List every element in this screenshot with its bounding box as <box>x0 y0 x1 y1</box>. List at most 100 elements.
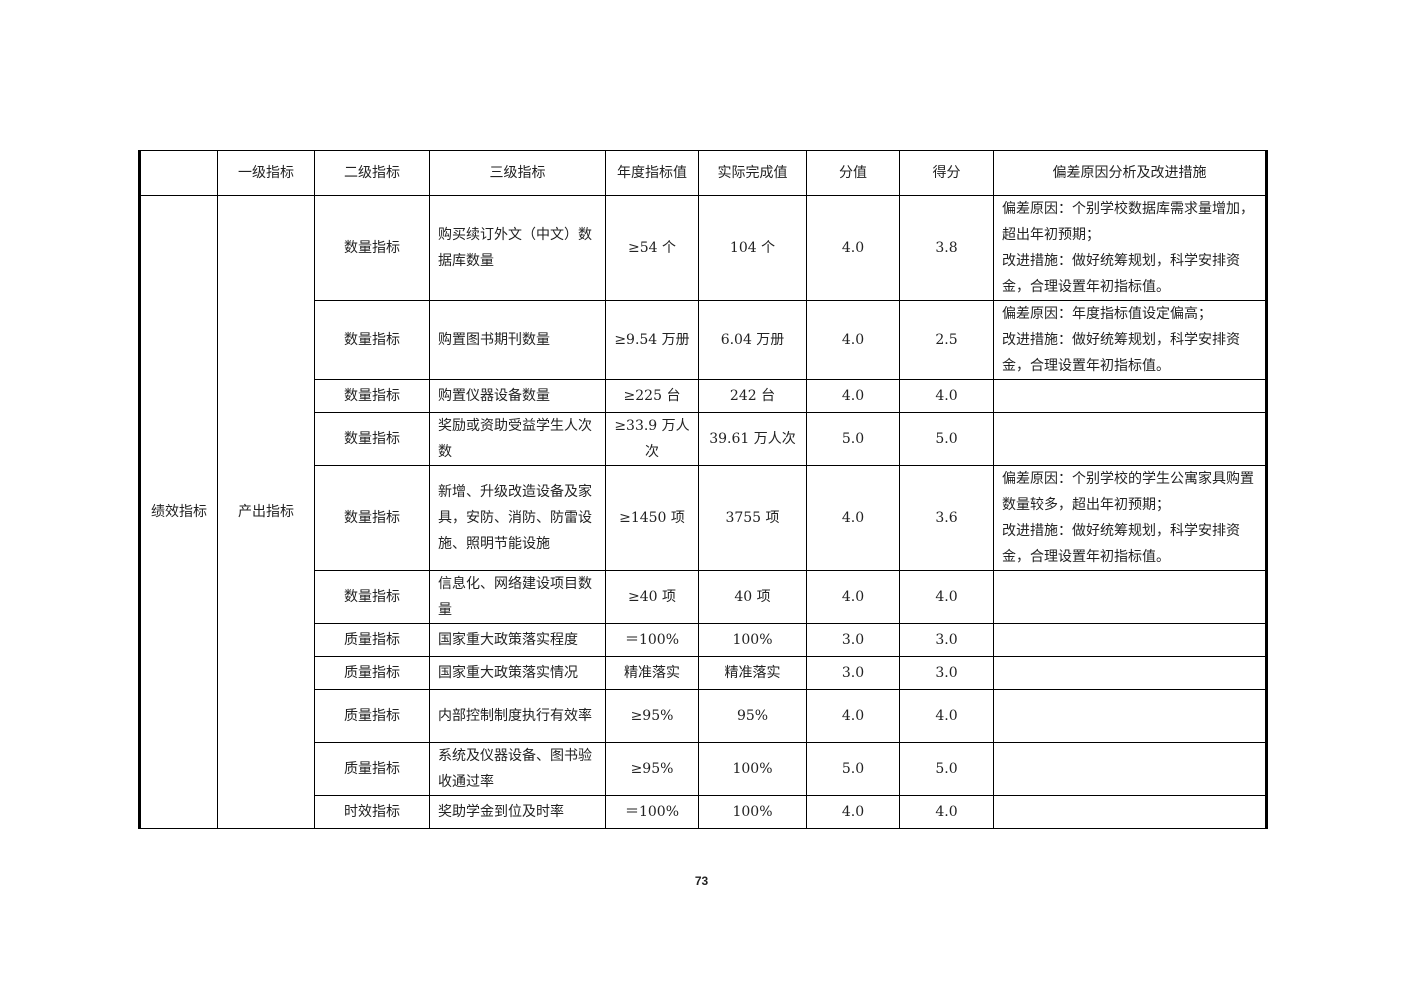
level2-cell: 数量指标 <box>314 195 430 301</box>
actual-cell: 100% <box>698 795 807 829</box>
target-cell: 精准落实 <box>605 656 699 690</box>
analysis-cell: 偏差原因：个别学校数据库需求量增加，超出年初预期； 改进措施：做好统筹规划，科学… <box>993 195 1268 301</box>
score-cell: 2.5 <box>899 300 994 380</box>
target-cell: ≥9.54 万册 <box>605 300 699 380</box>
target-cell: ≥54 个 <box>605 195 699 301</box>
analysis-cell <box>993 412 1268 466</box>
level3-cell: 内部控制制度执行有效率 <box>429 689 606 743</box>
score-cell: 4.0 <box>899 570 994 624</box>
level3-cell: 国家重大政策落实程度 <box>429 623 606 657</box>
level2-cell: 数量指标 <box>314 379 430 413</box>
table-row: 绩效指标 产出指标 数量指标 购买续订外文（中文）数据库数量 ≥54 个 104 个 4.0… <box>138 195 1268 829</box>
level2-cell: 质量指标 <box>314 689 430 743</box>
table-row: 数量指标 新增、升级改造设备及家具，安防、消防、防雷设施、照明节能设施 ≥1450 … <box>140 465 1268 571</box>
analysis-cell: 偏差原因：个别学校的学生公寓家具购置数量较多，超出年初预期； 改进措施：做好统筹… <box>993 465 1268 571</box>
target-cell: ≥1450 项 <box>605 465 699 571</box>
target-cell: ＝100% <box>605 795 699 829</box>
weight-cell: 5.0 <box>806 412 900 466</box>
target-cell: ≥225 台 <box>605 379 699 413</box>
header-row: 一级指标 二级指标 三级指标 年度指标值 实际完成值 分值 得分 偏差原因分析及… <box>138 150 1268 196</box>
level1-cell: 产出指标 <box>217 195 315 829</box>
actual-cell: 精准落实 <box>698 656 807 690</box>
target-cell: ＝100% <box>605 623 699 657</box>
weight-cell: 4.0 <box>806 465 900 571</box>
performance-table: 一级指标 二级指标 三级指标 年度指标值 实际完成值 分值 得分 偏差原因分析及… <box>138 150 1268 829</box>
table-row: 数量指标 奖励或资助受益学生人次数 ≥33.9 万人次 39.61 万人次 5.0 5.0 <box>140 412 1268 466</box>
score-cell: 4.0 <box>899 689 994 743</box>
score-cell: 5.0 <box>899 742 994 796</box>
analysis-cell: 偏差原因：年度指标值设定偏高； 改进措施：做好统筹规划，科学安排资金，合理设置年… <box>993 300 1268 380</box>
level3-cell: 购置仪器设备数量 <box>429 379 606 413</box>
level2-cell: 数量指标 <box>314 570 430 624</box>
analysis-cell <box>993 689 1268 743</box>
actual-cell: 104 个 <box>698 195 807 301</box>
level2-cell: 时效指标 <box>314 795 430 829</box>
level2-cell: 质量指标 <box>314 623 430 657</box>
actual-cell: 100% <box>698 623 807 657</box>
analysis-cell <box>993 623 1268 657</box>
table-row: 数量指标 购置仪器设备数量 ≥225 台 242 台 4.0 4.0 <box>140 379 1268 413</box>
table-row: 数量指标 信息化、网络建设项目数量 ≥40 项 40 项 4.0 4.0 <box>140 570 1268 624</box>
header-score: 得分 <box>899 150 994 196</box>
level3-cell: 信息化、网络建设项目数量 <box>429 570 606 624</box>
score-cell: 5.0 <box>899 412 994 466</box>
analysis-cell <box>993 570 1268 624</box>
level2-cell: 数量指标 <box>314 465 430 571</box>
score-cell: 3.8 <box>899 195 994 301</box>
header-actual: 实际完成值 <box>698 150 807 196</box>
actual-cell: 242 台 <box>698 379 807 413</box>
weight-cell: 3.0 <box>806 656 900 690</box>
level2-cell: 质量指标 <box>314 656 430 690</box>
weight-cell: 4.0 <box>806 795 900 829</box>
level3-cell: 新增、升级改造设备及家具，安防、消防、防雷设施、照明节能设施 <box>429 465 606 571</box>
level3-cell: 购置图书期刊数量 <box>429 300 606 380</box>
analysis-cell <box>993 656 1268 690</box>
header-level3: 三级指标 <box>429 150 606 196</box>
header-level2: 二级指标 <box>314 150 430 196</box>
weight-cell: 4.0 <box>806 379 900 413</box>
header-cell <box>138 150 218 196</box>
weight-cell: 3.0 <box>806 623 900 657</box>
level3-cell: 奖励或资助受益学生人次数 <box>429 412 606 466</box>
analysis-cell <box>993 379 1268 413</box>
target-cell: ≥95% <box>605 742 699 796</box>
analysis-cell <box>993 795 1268 829</box>
level2-cell: 数量指标 <box>314 412 430 466</box>
level2-cell: 质量指标 <box>314 742 430 796</box>
header-analysis: 偏差原因分析及改进措施 <box>993 150 1268 196</box>
table-row: 质量指标 内部控制制度执行有效率 ≥95% 95% 4.0 4.0 <box>140 689 1268 743</box>
actual-cell: 6.04 万册 <box>698 300 807 380</box>
actual-cell: 95% <box>698 689 807 743</box>
header-target: 年度指标值 <box>605 150 699 196</box>
weight-cell: 5.0 <box>806 742 900 796</box>
target-cell: ≥40 项 <box>605 570 699 624</box>
score-cell: 4.0 <box>899 795 994 829</box>
level0-cell: 绩效指标 <box>138 195 218 829</box>
score-cell: 3.0 <box>899 656 994 690</box>
weight-cell: 4.0 <box>806 570 900 624</box>
weight-cell: 4.0 <box>806 300 900 380</box>
target-cell: ≥33.9 万人次 <box>605 412 699 466</box>
weight-cell: 4.0 <box>806 689 900 743</box>
score-cell: 4.0 <box>899 379 994 413</box>
actual-cell: 3755 项 <box>698 465 807 571</box>
actual-cell: 100% <box>698 742 807 796</box>
score-cell: 3.0 <box>899 623 994 657</box>
table-row: 质量指标 国家重大政策落实程度 ＝100% 100% 3.0 3.0 <box>140 623 1268 657</box>
table-row: 数量指标 购置图书期刊数量 ≥9.54 万册 6.04 万册 4.0 2.5 偏差原因：年度… <box>140 300 1268 380</box>
analysis-cell <box>993 742 1268 796</box>
level3-cell: 系统及仪器设备、图书验收通过率 <box>429 742 606 796</box>
page-number: 73 <box>694 874 709 888</box>
actual-cell: 40 项 <box>698 570 807 624</box>
target-cell: ≥95% <box>605 689 699 743</box>
score-cell: 3.6 <box>899 465 994 571</box>
table-row: 质量指标 系统及仪器设备、图书验收通过率 ≥95% 100% 5.0 5.0 <box>140 742 1268 796</box>
level3-cell: 国家重大政策落实情况 <box>429 656 606 690</box>
header-weight: 分值 <box>806 150 900 196</box>
table-row: 时效指标 奖助学金到位及时率 ＝100% 100% 4.0 4.0 <box>140 795 1268 829</box>
level3-cell: 奖助学金到位及时率 <box>429 795 606 829</box>
weight-cell: 4.0 <box>806 195 900 301</box>
header-level1: 一级指标 <box>217 150 315 196</box>
level3-cell: 购买续订外文（中文）数据库数量 <box>429 195 606 301</box>
actual-cell: 39.61 万人次 <box>698 412 807 466</box>
